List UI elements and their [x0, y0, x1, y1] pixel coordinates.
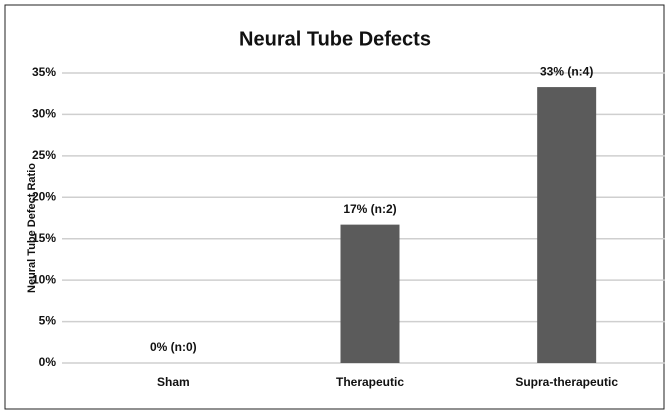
- y-tick-label: 10%: [32, 272, 56, 286]
- data-label: 17% (n:2): [343, 202, 396, 216]
- y-tick-label: 25%: [32, 148, 56, 162]
- y-tick-label: 15%: [32, 231, 56, 245]
- y-axis-title: Neural Tube Defect Ratio: [26, 163, 38, 293]
- y-tick-label: 20%: [32, 189, 56, 203]
- x-tick-label: Therapeutic: [336, 375, 404, 389]
- y-tick-label: 35%: [32, 65, 56, 79]
- x-tick-label: Sham: [157, 375, 190, 389]
- y-tick-label: 0%: [39, 355, 57, 369]
- y-tick-label: 30%: [32, 107, 56, 121]
- x-tick-label: Supra-therapeutic: [515, 375, 618, 389]
- data-label: 33% (n:4): [540, 64, 593, 78]
- bar: [537, 87, 597, 363]
- data-label: 0% (n:0): [150, 340, 197, 354]
- bar: [340, 224, 400, 363]
- chart-title: Neural Tube Defects: [239, 28, 431, 50]
- y-tick-label: 5%: [39, 314, 57, 328]
